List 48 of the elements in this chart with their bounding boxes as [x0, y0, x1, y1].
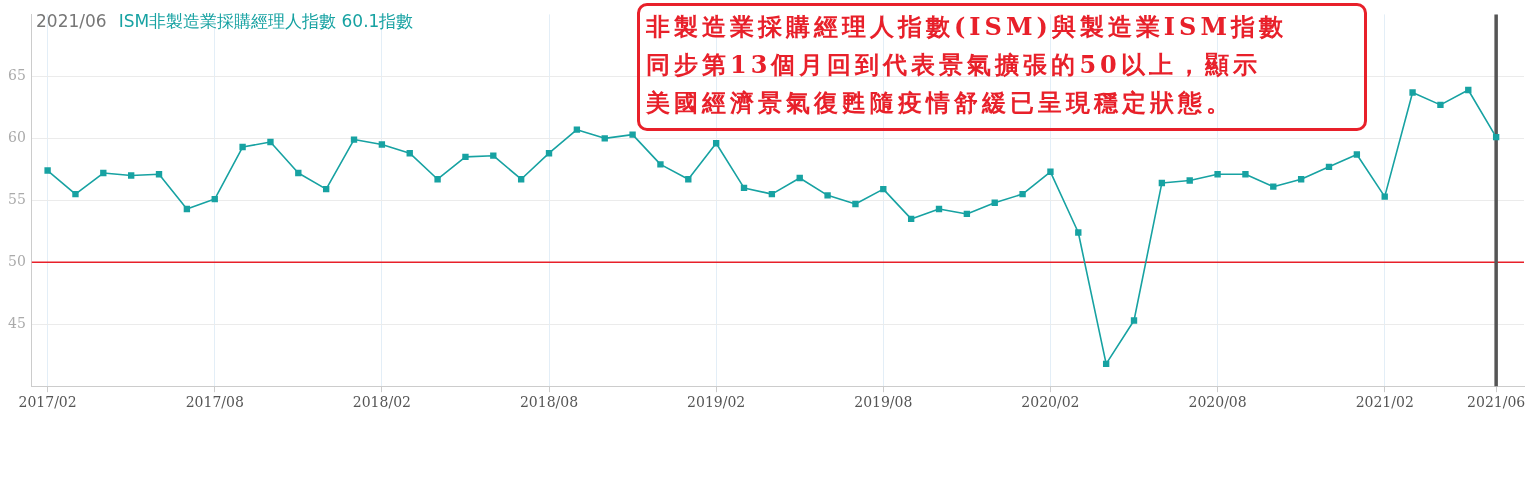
point: [1130, 317, 1138, 324]
point: [72, 190, 79, 198]
point: [44, 167, 51, 174]
point: [211, 195, 218, 203]
point: [1242, 171, 1249, 178]
annotation: 非製造業採購經理人指數(ISM)與製造業ISM指數: [646, 11, 1288, 43]
point: [1019, 190, 1026, 198]
y-tick-label: 50: [7, 252, 26, 269]
point: [1214, 171, 1221, 178]
point: [629, 131, 636, 138]
point: [1186, 177, 1193, 184]
point: [1353, 151, 1361, 158]
point: [1075, 229, 1082, 236]
y-tick-label: 65: [7, 67, 26, 84]
point: [1437, 101, 1444, 109]
x-tick-label: 2020/02: [1021, 394, 1080, 411]
y-tick-label: 60: [7, 128, 26, 145]
chart-subtitle: ISM非製造業採購經理人指數 60.1指數: [118, 11, 414, 31]
point: [1047, 168, 1054, 175]
point: [852, 200, 859, 208]
x-tick-label: 2019/02: [687, 394, 746, 411]
point: [657, 161, 664, 168]
point: [1409, 89, 1416, 96]
annotation: 同步第13個月回到代表景氣擴張的50以上，顯示: [646, 49, 1262, 81]
point: [573, 126, 581, 133]
point: [462, 153, 469, 161]
y-tick-label: 45: [7, 314, 26, 331]
point: [378, 141, 386, 148]
chart-title: 2021/06: [36, 11, 107, 31]
point: [127, 172, 135, 179]
point: [601, 135, 608, 142]
x-tick-label: 2020/08: [1188, 394, 1247, 411]
point: [239, 143, 246, 151]
annotation: 美國經濟景氣復甦隨疫情舒緩已呈現穩定狀態。: [646, 87, 1235, 119]
y-tick-label: 55: [7, 190, 26, 207]
x-tick-label: 2018/08: [519, 394, 579, 411]
x-tick-label: 2021/02: [1355, 394, 1414, 411]
point: [1270, 183, 1277, 190]
x-tick-label: 2017/02: [18, 394, 77, 411]
x-tick-label: 2021/06: [1467, 394, 1526, 411]
point: [350, 136, 358, 143]
x-tick-label: 2019/08: [854, 394, 913, 411]
x-tick-label: 2018/02: [352, 394, 411, 411]
point: [824, 192, 831, 199]
point: [434, 176, 441, 183]
x-tick-label: 2017/08: [185, 394, 244, 411]
point: [267, 138, 274, 146]
point: [1381, 193, 1388, 200]
